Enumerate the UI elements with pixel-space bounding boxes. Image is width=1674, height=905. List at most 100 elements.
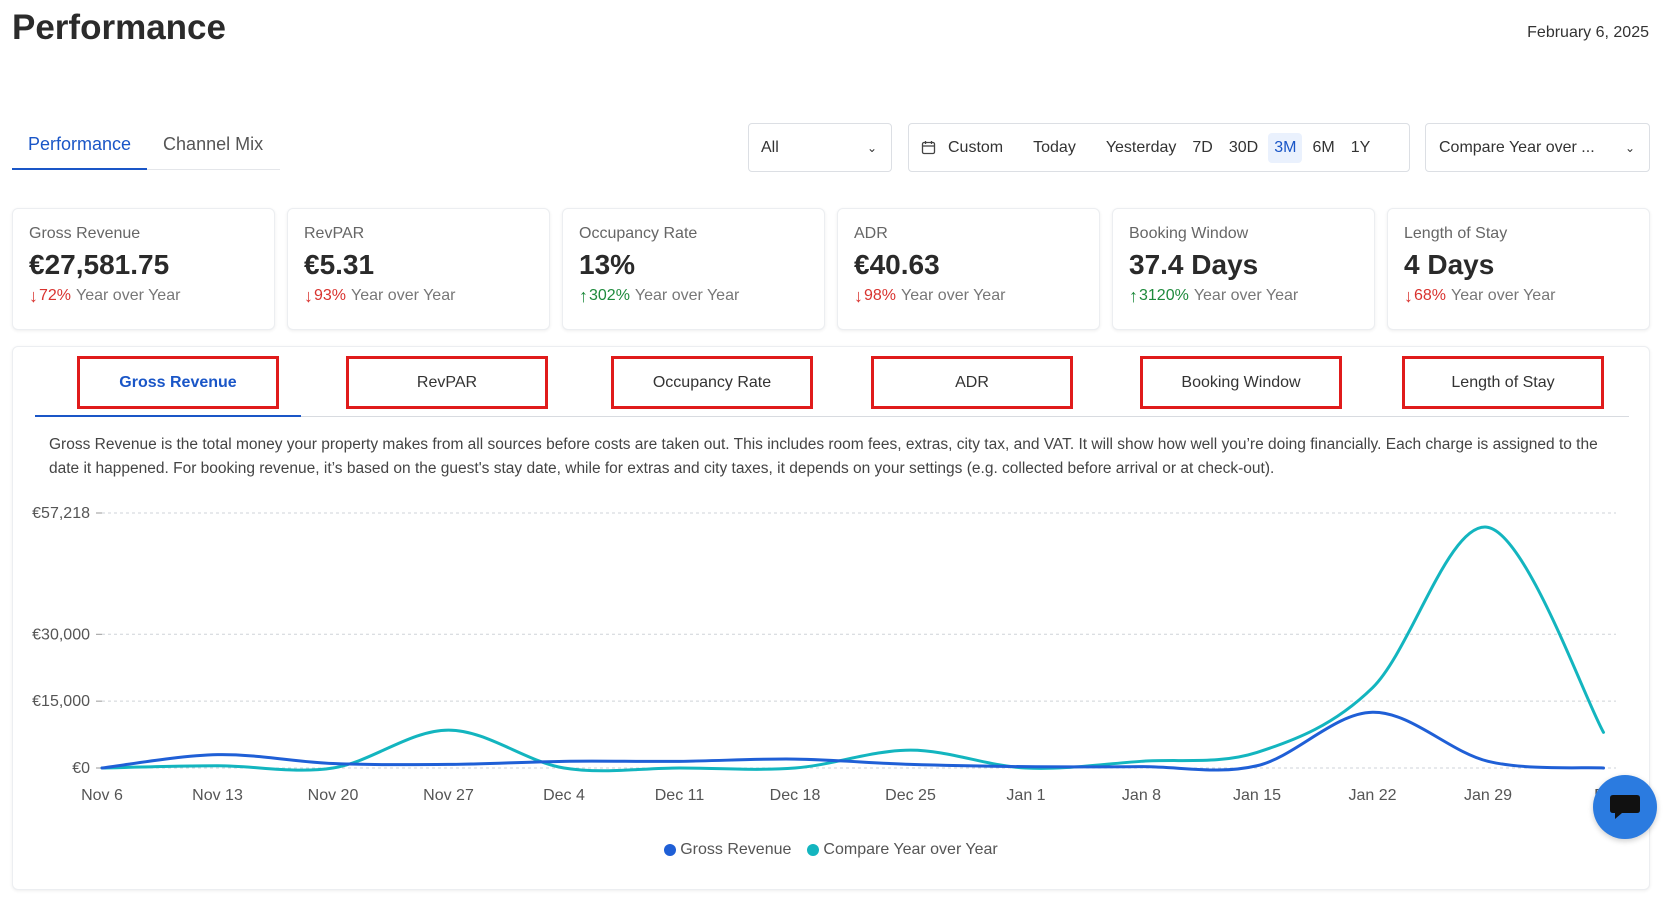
range-7d[interactable]: 7D xyxy=(1192,138,1213,156)
kpi-card-revpar: RevPAR €5.31 ↓ 93% Year over Year xyxy=(287,208,550,330)
compare-select[interactable]: Compare Year over ... ⌄ xyxy=(1425,123,1650,172)
kpi-change-percent: 93% xyxy=(314,287,347,304)
y-tick-label: €0 xyxy=(72,760,90,777)
kpi-card-occupancy-rate: Occupancy Rate 13% ↑ 302% Year over Year xyxy=(562,208,825,330)
x-tick-label: Nov 27 xyxy=(423,787,474,804)
arrow-down-icon: ↓ xyxy=(29,286,38,306)
date-range-selector: Custom Today Yesterday 7D 30D 3M 6M 1Y xyxy=(908,123,1410,172)
kpi-card-gross-revenue: Gross Revenue €27,581.75 ↓ 72% Year over Y… xyxy=(12,208,275,330)
kpi-value: €40.63 xyxy=(854,249,940,280)
y-tick-label: €15,000 xyxy=(32,693,90,710)
x-tick-label: Jan 15 xyxy=(1233,787,1281,804)
metric-tab-gross-revenue[interactable]: Gross Revenue xyxy=(77,356,279,409)
kpi-change-percent: 68% xyxy=(1414,287,1447,304)
metric-tab-length-of-stay[interactable]: Length of Stay xyxy=(1402,356,1604,409)
x-tick-label: Nov 13 xyxy=(192,787,243,804)
kpi-change-percent: 98% xyxy=(864,287,897,304)
x-tick-label: Dec 4 xyxy=(543,787,585,804)
arrow-down-icon: ↓ xyxy=(1404,286,1413,306)
kpi-change-suffix: Year over Year xyxy=(1451,287,1556,304)
kpi-value: 13% xyxy=(579,249,636,280)
legend-label: Gross Revenue xyxy=(680,841,792,858)
view-tabs: Performance Channel Mix xyxy=(12,120,280,170)
range-1y[interactable]: 1Y xyxy=(1350,138,1371,156)
range-6m[interactable]: 6M xyxy=(1312,138,1335,156)
range-today[interactable]: Today xyxy=(1033,138,1076,156)
x-tick-label: Jan 1 xyxy=(1006,787,1045,804)
x-tick-label: Jan 8 xyxy=(1122,787,1161,804)
kpi-change: ↓ 98% Year over Year xyxy=(854,287,1083,305)
x-tick-label: Jan 29 xyxy=(1464,787,1512,804)
kpi-card-length-of-stay: Length of Stay 4 Days ↓ 68% Year over Year xyxy=(1387,208,1650,330)
kpi-card-adr: ADR €40.63 ↓ 98% Year over Year xyxy=(837,208,1100,330)
legend-item-gross-revenue[interactable]: Gross Revenue xyxy=(664,841,791,859)
metric-tabs: Gross Revenue RevPAR Occupancy Rate ADR … xyxy=(35,347,1629,417)
x-tick-label: Dec 18 xyxy=(770,787,821,804)
kpi-change-suffix: Year over Year xyxy=(1193,287,1299,304)
y-tick-label: €30,000 xyxy=(32,626,90,643)
kpi-value: 4 Days xyxy=(1404,249,1495,280)
y-tick-label: €57,218 xyxy=(32,505,90,522)
kpi-change: ↑ 3120% Year over Year xyxy=(1129,287,1358,305)
metric-tab-booking-window[interactable]: Booking Window xyxy=(1140,356,1342,409)
metric-description: Gross Revenue is the total money your pr… xyxy=(49,436,1598,477)
report-date: February 6, 2025 xyxy=(1527,24,1649,41)
arrow-up-icon: ↑ xyxy=(1129,286,1138,306)
kpi-value: €5.31 xyxy=(304,249,375,280)
kpi-label: Booking Window xyxy=(1129,225,1249,242)
chart-legend: Gross Revenue Compare Year over Year xyxy=(13,841,1649,859)
range-3m[interactable]: 3M xyxy=(1268,132,1303,163)
kpi-change-suffix: Year over Year xyxy=(76,287,181,304)
chat-icon xyxy=(1608,792,1642,822)
chart-panel: Gross Revenue RevPAR Occupancy Rate ADR … xyxy=(12,346,1650,890)
chat-support-button[interactable] xyxy=(1593,775,1657,839)
kpi-card-booking-window: Booking Window 37.4 Days ↑ 3120% Year over… xyxy=(1112,208,1375,330)
kpi-change: ↓ 68% Year over Year xyxy=(1404,287,1633,305)
kpi-change-percent: 3120% xyxy=(1139,287,1189,304)
kpi-change: ↓ 93% Year over Year xyxy=(304,287,533,305)
legend-label: Compare Year over Year xyxy=(823,841,998,858)
kpi-label: Length of Stay xyxy=(1404,225,1508,242)
property-select-value: All xyxy=(761,138,779,156)
legend-item-compare-year[interactable]: Compare Year over Year xyxy=(807,841,998,859)
range-30d[interactable]: 30D xyxy=(1228,138,1259,156)
x-tick-label: Dec 11 xyxy=(655,787,705,804)
tab-channel-mix[interactable]: Channel Mix xyxy=(163,134,264,154)
chevron-down-icon: ⌄ xyxy=(1624,140,1635,155)
metric-tab-adr[interactable]: ADR xyxy=(871,356,1073,409)
kpi-change-suffix: Year over Year xyxy=(634,287,740,304)
active-tab-indicator xyxy=(35,415,301,417)
metric-tab-occupancy-rate[interactable]: Occupancy Rate xyxy=(611,356,813,409)
tab-performance[interactable]: Performance xyxy=(12,120,148,170)
series-line-gross-revenue xyxy=(100,710,1605,772)
kpi-label: Occupancy Rate xyxy=(579,225,698,242)
kpi-change-suffix: Year over Year xyxy=(901,287,1006,304)
kpi-label: RevPAR xyxy=(304,225,365,242)
calendar-icon xyxy=(921,140,936,155)
kpi-label: ADR xyxy=(854,225,888,242)
series-line-compare-year xyxy=(100,525,1605,773)
kpi-label: Gross Revenue xyxy=(29,225,141,242)
legend-dot xyxy=(664,844,677,856)
arrow-down-icon: ↓ xyxy=(304,286,313,306)
legend-dot xyxy=(807,844,820,856)
arrow-down-icon: ↓ xyxy=(854,286,863,306)
page-title: Performance xyxy=(12,8,226,47)
revenue-line-chart: €0 €15,000 €30,000 €57,218 Nov 6 Nov 13 Nov 20… xyxy=(32,505,1616,804)
metric-tab-revpar[interactable]: RevPAR xyxy=(346,356,548,409)
range-yesterday[interactable]: Yesterday xyxy=(1105,138,1177,156)
x-tick-label: Nov 6 xyxy=(81,787,123,804)
x-tick-label: Jan 22 xyxy=(1348,787,1396,804)
kpi-value: 37.4 Days xyxy=(1129,249,1259,280)
kpi-change-suffix: Year over Year xyxy=(351,287,456,304)
compare-select-value: Compare Year over ... xyxy=(1439,138,1595,156)
kpi-change: ↓ 72% Year over Year xyxy=(29,287,258,305)
chevron-down-icon: ⌄ xyxy=(866,140,877,155)
kpi-value: €27,581.75 xyxy=(29,249,170,280)
kpi-row: Gross Revenue €27,581.75 ↓ 72% Year over Y… xyxy=(12,208,1650,330)
kpi-change-percent: 302% xyxy=(589,287,630,304)
range-custom[interactable]: Custom xyxy=(948,138,1004,156)
property-select[interactable]: All ⌄ xyxy=(748,123,892,172)
x-tick-label: Dec 25 xyxy=(885,787,936,804)
kpi-change-percent: 72% xyxy=(39,287,72,304)
